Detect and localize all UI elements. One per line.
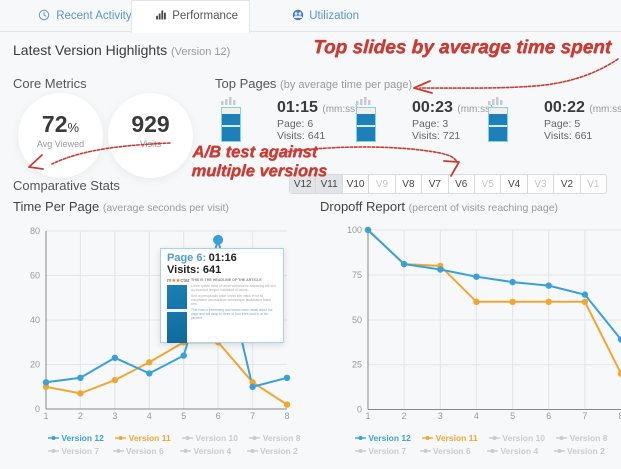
svg-text:75: 75 (352, 270, 362, 280)
svg-text:5: 5 (181, 411, 186, 421)
svg-text:1: 1 (365, 411, 370, 421)
svg-text:6: 6 (216, 411, 221, 421)
svg-text:0: 0 (357, 405, 362, 415)
svg-text:1: 1 (43, 411, 48, 421)
svg-text:0: 0 (35, 404, 40, 414)
svg-text:40: 40 (30, 315, 40, 325)
svg-text:3: 3 (112, 411, 117, 421)
svg-text:4: 4 (147, 411, 152, 421)
svg-text:7: 7 (582, 411, 587, 421)
svg-text:4: 4 (474, 411, 479, 421)
svg-text:5: 5 (510, 411, 515, 421)
svg-text:25: 25 (352, 360, 362, 370)
svg-text:6: 6 (546, 411, 551, 421)
svg-text:80: 80 (30, 226, 40, 236)
svg-text:20: 20 (30, 360, 40, 370)
svg-text:2: 2 (78, 411, 83, 421)
svg-text:3: 3 (438, 411, 443, 421)
svg-text:100: 100 (347, 225, 362, 235)
svg-text:50: 50 (352, 315, 362, 325)
svg-text:8: 8 (284, 411, 289, 421)
svg-text:60: 60 (30, 271, 40, 281)
svg-text:7: 7 (250, 411, 255, 421)
svg-text:2: 2 (402, 411, 407, 421)
